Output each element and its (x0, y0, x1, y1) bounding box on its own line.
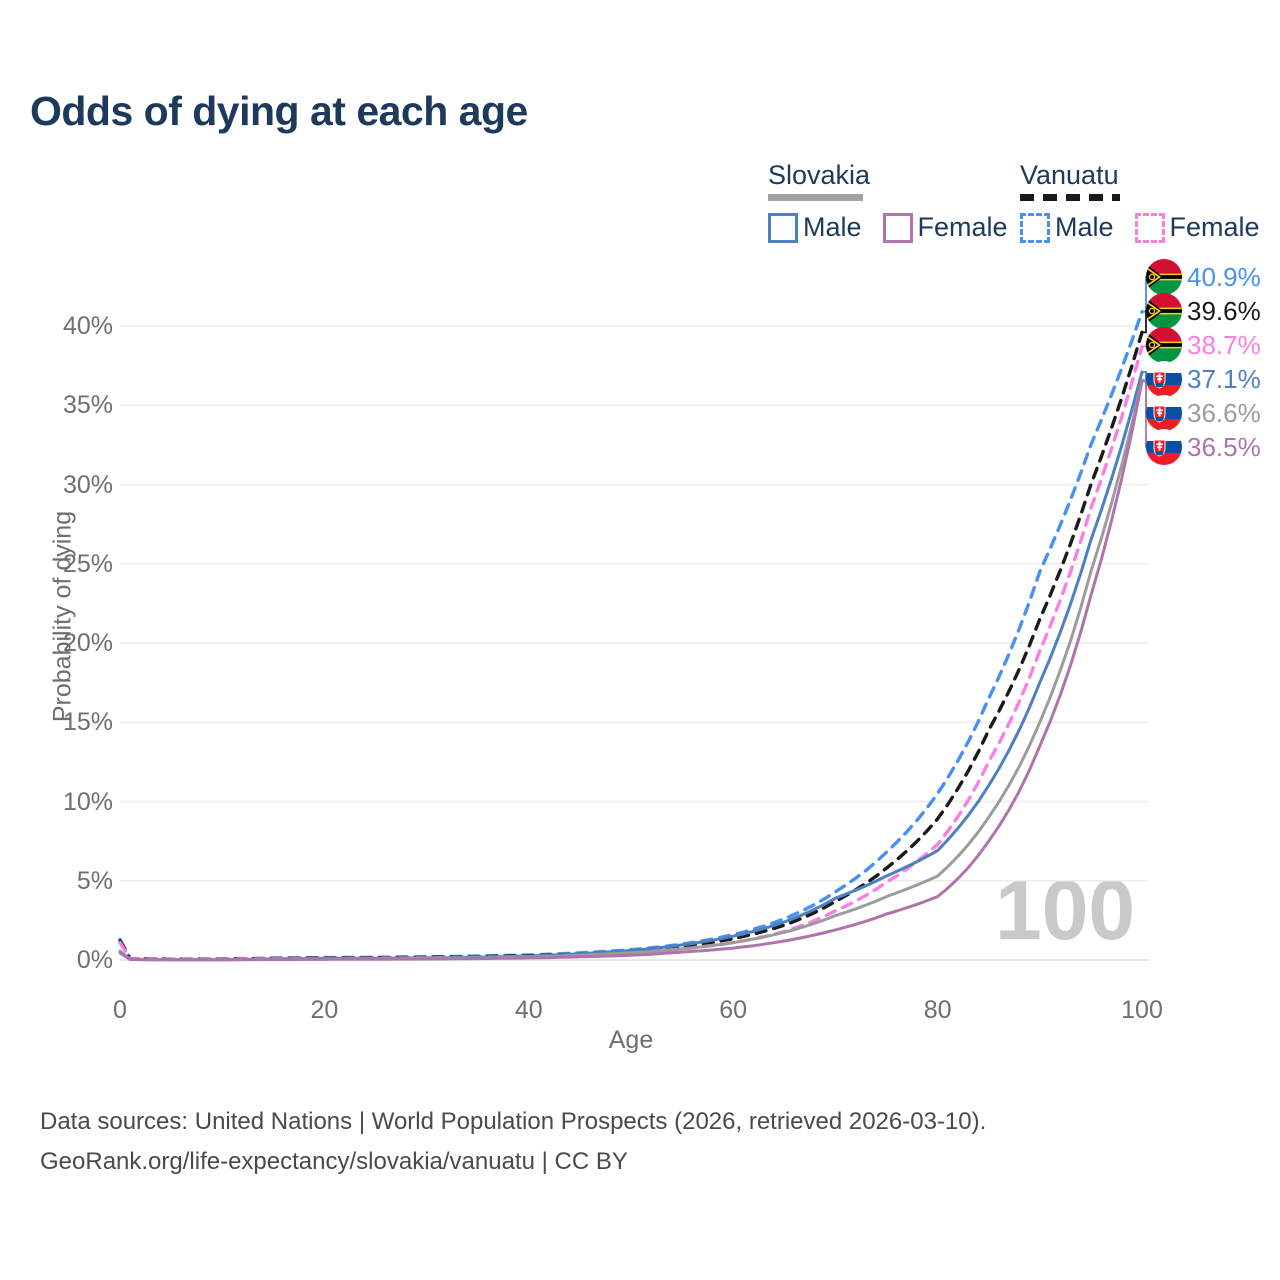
end-label-row: 39.6% (1146, 293, 1261, 329)
x-tick: 40 (514, 996, 543, 1024)
legend-group-slovakia: Slovakia Male Female (768, 160, 1029, 243)
legend-header-slovakia[interactable]: Slovakia (768, 160, 871, 190)
end-label-row: 36.5% (1146, 429, 1261, 465)
legend-label: Male (1055, 212, 1114, 242)
page-title: Odds of dying at each age (30, 88, 528, 134)
y-tick: 40% (62, 312, 113, 340)
end-value-label: 36.6% (1187, 397, 1261, 428)
slovakia-flag-icon (1146, 361, 1182, 397)
vanuatu-female-swatch-icon (1134, 212, 1165, 243)
end-value-label: 38.7% (1187, 329, 1261, 360)
y-tick: 10% (62, 787, 113, 816)
legend-linestyle-vanuatu (1020, 194, 1120, 201)
vanuatu-flag-icon (1146, 259, 1182, 295)
y-tick: 5% (76, 866, 113, 895)
slovakia-male-swatch-icon (768, 212, 798, 243)
legend-group-vanuatu: Vanuatu Male Female (1020, 160, 1280, 243)
end-value-label: 37.1% (1187, 363, 1261, 394)
x-tick: 0 (113, 996, 127, 1024)
vanuatu-flag-icon (1146, 293, 1182, 329)
vanuatu-flag-icon (1146, 327, 1182, 363)
y-tick: 0% (76, 946, 113, 974)
legend-linestyle-slovakia (768, 194, 863, 201)
end-label-row: 40.9% (1146, 259, 1261, 295)
end-label-row: 36.6% (1146, 395, 1261, 431)
y-tick: 15% (62, 708, 113, 737)
end-value-label: 39.6% (1187, 295, 1261, 326)
end-value-label: 40.9% (1187, 261, 1261, 292)
legend-label: Male (803, 212, 862, 242)
x-tick: 60 (719, 996, 748, 1024)
legend-label: Female (917, 212, 1008, 242)
slovakia-female-swatch-icon (882, 212, 913, 243)
vanuatu-male-swatch-icon (1020, 212, 1050, 243)
x-axis-title: Age (608, 1026, 654, 1054)
y-tick: 30% (62, 470, 113, 499)
y-tick: 35% (62, 391, 113, 420)
y-tick: 20% (62, 629, 113, 657)
slovakia-flag-icon (1146, 395, 1182, 431)
y-tick: 25% (62, 549, 113, 578)
x-tick: 20 (310, 996, 339, 1024)
slovakia-flag-icon (1146, 429, 1182, 465)
legend-item-slovakia-male[interactable]: Male (768, 212, 862, 243)
legend-label: Female (1169, 212, 1260, 242)
legend-item-vanuatu-male[interactable]: Male (1020, 212, 1114, 243)
legend-header-vanuatu[interactable]: Vanuatu (1020, 160, 1119, 190)
end-label-row: 37.1% (1146, 361, 1261, 397)
age-watermark: 100 (995, 863, 1136, 957)
legend-item-slovakia-female[interactable]: Female (882, 212, 1008, 243)
end-value-label: 36.5% (1187, 431, 1261, 462)
attribution-note: GeoRank.org/life-expectancy/slovakia/van… (40, 1148, 628, 1175)
end-label-row: 38.7% (1146, 327, 1261, 363)
data-sources-note: Data sources: United Nations | World Pop… (40, 1108, 987, 1135)
x-tick: 80 (923, 996, 952, 1024)
x-tick: 100 (1121, 996, 1163, 1024)
legend-item-vanuatu-female[interactable]: Female (1134, 212, 1260, 243)
